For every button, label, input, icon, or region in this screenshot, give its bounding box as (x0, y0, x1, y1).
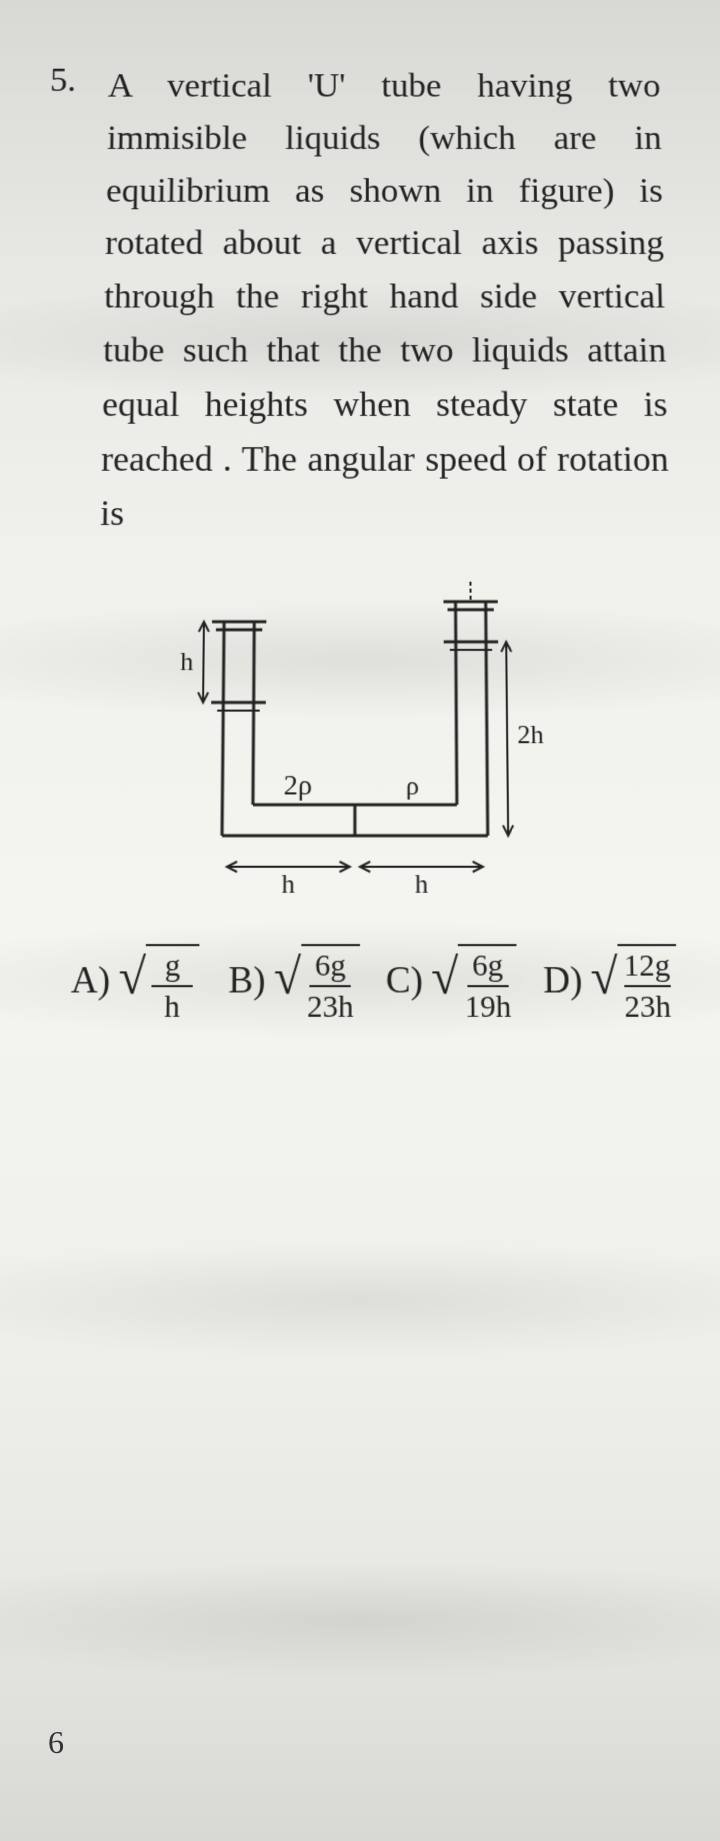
figure-container: h 2h 2ρ ρ h h (31, 582, 678, 909)
label-right-height: 2h (517, 720, 544, 749)
question-text: A vertical 'U' tube having two immisible… (100, 60, 671, 542)
option-a: A) √ g h (70, 940, 208, 1020)
question-block: 5. A vertical 'U' tube having two immisi… (40, 60, 671, 542)
option-d-value: √ 12g 23h (590, 940, 678, 1020)
option-c: C) √ 6g 19h (386, 940, 523, 1020)
option-d: D) √ 12g 23h (543, 940, 681, 1020)
label-density-right: ρ (406, 771, 419, 800)
option-b: B) √ 6g 23h (228, 940, 365, 1020)
page-shading (0, 1560, 720, 1680)
option-c-numerator: 6g (467, 948, 509, 987)
page-content: 5. A vertical 'U' tube having two immisi… (0, 23, 720, 1062)
option-b-numerator: 6g (310, 948, 351, 987)
option-c-label: C) (386, 958, 423, 1002)
option-d-numerator: 12g (623, 948, 670, 987)
u-tube-diagram: h 2h 2ρ ρ h h (139, 582, 570, 909)
question-number: 5. (40, 60, 90, 542)
label-bottom-right: h (415, 870, 429, 900)
label-bottom-left: h (281, 870, 295, 900)
option-b-label: B) (228, 958, 265, 1002)
label-left-height: h (180, 648, 194, 677)
option-b-value: √ 6g 23h (274, 940, 360, 1020)
option-b-denominator: 23h (307, 987, 354, 1024)
label-density-left: 2ρ (284, 769, 313, 801)
option-c-denominator: 19h (465, 987, 512, 1024)
option-d-label: D) (543, 958, 583, 1002)
option-d-denominator: 23h (624, 987, 671, 1024)
next-question-number: 6 (48, 1724, 64, 1761)
option-c-value: √ 6g 19h (431, 940, 518, 1020)
page-shading (0, 1240, 720, 1360)
option-a-label: A) (71, 958, 111, 1002)
options-row: A) √ g h B) √ 6g 23h C) √ (70, 940, 681, 1020)
option-a-denominator: h (151, 987, 193, 1024)
option-a-numerator: g (152, 948, 194, 987)
option-a-value: √ g h (118, 940, 200, 1020)
